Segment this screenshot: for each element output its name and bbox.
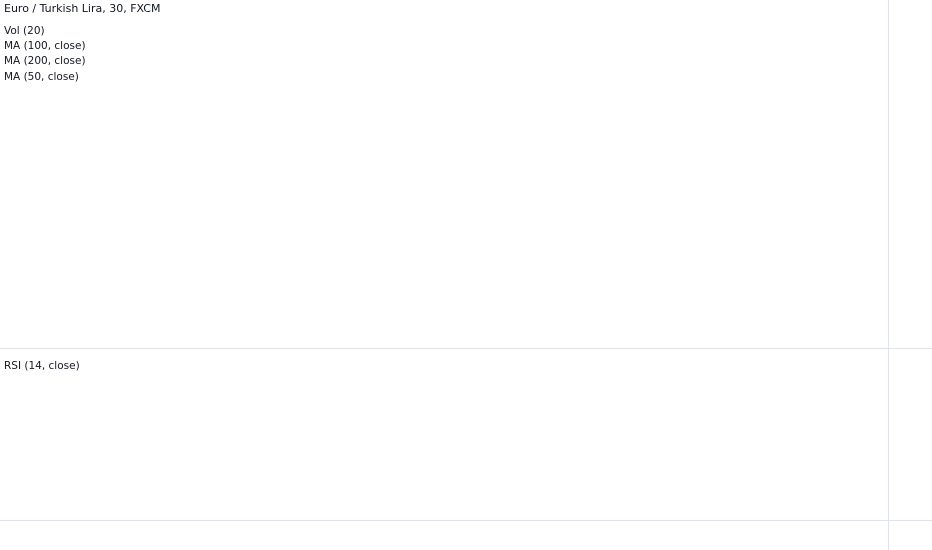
indicator-label: MA (50, close) — [4, 71, 79, 83]
chart-title: Euro / Turkish Lira, 30, FXCM — [4, 2, 160, 15]
indicator-label: MA (200, close) — [4, 55, 86, 67]
indicator-label: MA (100, close) — [4, 40, 86, 52]
rsi-title: RSI (14, close) — [4, 360, 80, 372]
legend: Euro / Turkish Lira, 30, FXCM Vol (20) M… — [4, 2, 160, 372]
indicator-label: Vol (20) — [4, 25, 45, 37]
